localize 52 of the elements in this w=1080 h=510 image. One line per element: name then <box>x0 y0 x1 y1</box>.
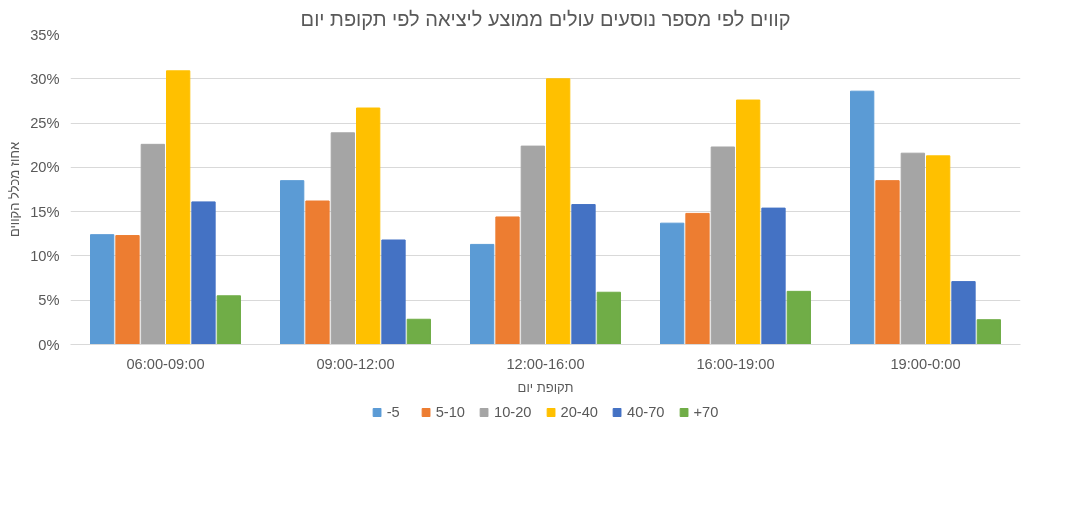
bar <box>520 145 545 345</box>
bar <box>90 234 115 345</box>
legend-label: 40-70 <box>626 404 665 420</box>
x-tick-label: 19:00-0:00 <box>890 355 961 372</box>
legend-label: -5 <box>386 404 401 420</box>
bar <box>406 318 431 345</box>
bar <box>381 239 406 345</box>
x-tick-label: 12:00-16:00 <box>506 355 585 372</box>
bar <box>976 319 1001 345</box>
y-tick-label: 10% <box>30 247 60 264</box>
bar <box>710 146 735 345</box>
legend-label: 20-40 <box>560 404 598 420</box>
bar <box>571 204 596 345</box>
bar <box>875 180 900 345</box>
y-tick-label: 0% <box>38 336 60 353</box>
legend-label: 10-20 <box>493 404 532 420</box>
y-axis-title: אחוז מכלל הקווים <box>7 141 23 238</box>
x-tick-label: 06:00-09:00 <box>126 355 205 372</box>
bar <box>951 281 976 345</box>
bar <box>736 99 761 345</box>
y-tick-label: 5% <box>38 292 60 309</box>
bar <box>166 70 191 345</box>
bar <box>140 143 165 345</box>
bar <box>761 207 786 345</box>
bar <box>216 295 241 345</box>
bar <box>356 107 381 345</box>
y-tick-label: 20% <box>30 159 60 176</box>
bar <box>305 200 330 345</box>
bar <box>786 290 811 345</box>
legend-label: 5-10 <box>435 404 465 420</box>
bar <box>546 78 571 345</box>
bar <box>685 212 710 345</box>
x-axis-title: תקופת יום <box>517 379 574 395</box>
bar <box>191 201 216 345</box>
y-tick-label: 15% <box>30 203 60 220</box>
bar <box>926 155 951 345</box>
bar <box>280 180 305 345</box>
bar <box>900 152 925 345</box>
bar <box>330 132 355 345</box>
bar <box>596 291 621 345</box>
bar <box>495 216 520 345</box>
bar <box>115 235 140 345</box>
legend-label: +70 <box>693 404 719 420</box>
bar <box>470 243 495 345</box>
chart-title: קווים לפי מספר נוסעים עולים ממוצע ליציאה לפי תקופת יום <box>300 7 791 30</box>
y-tick-label: 35% <box>30 26 60 43</box>
y-tick-label: 25% <box>30 115 60 132</box>
bar <box>850 90 875 345</box>
x-tick-label: 16:00-19:00 <box>696 355 775 372</box>
x-tick-label: 09:00-12:00 <box>316 355 395 372</box>
bar <box>660 222 685 345</box>
y-tick-label: 30% <box>30 70 60 87</box>
